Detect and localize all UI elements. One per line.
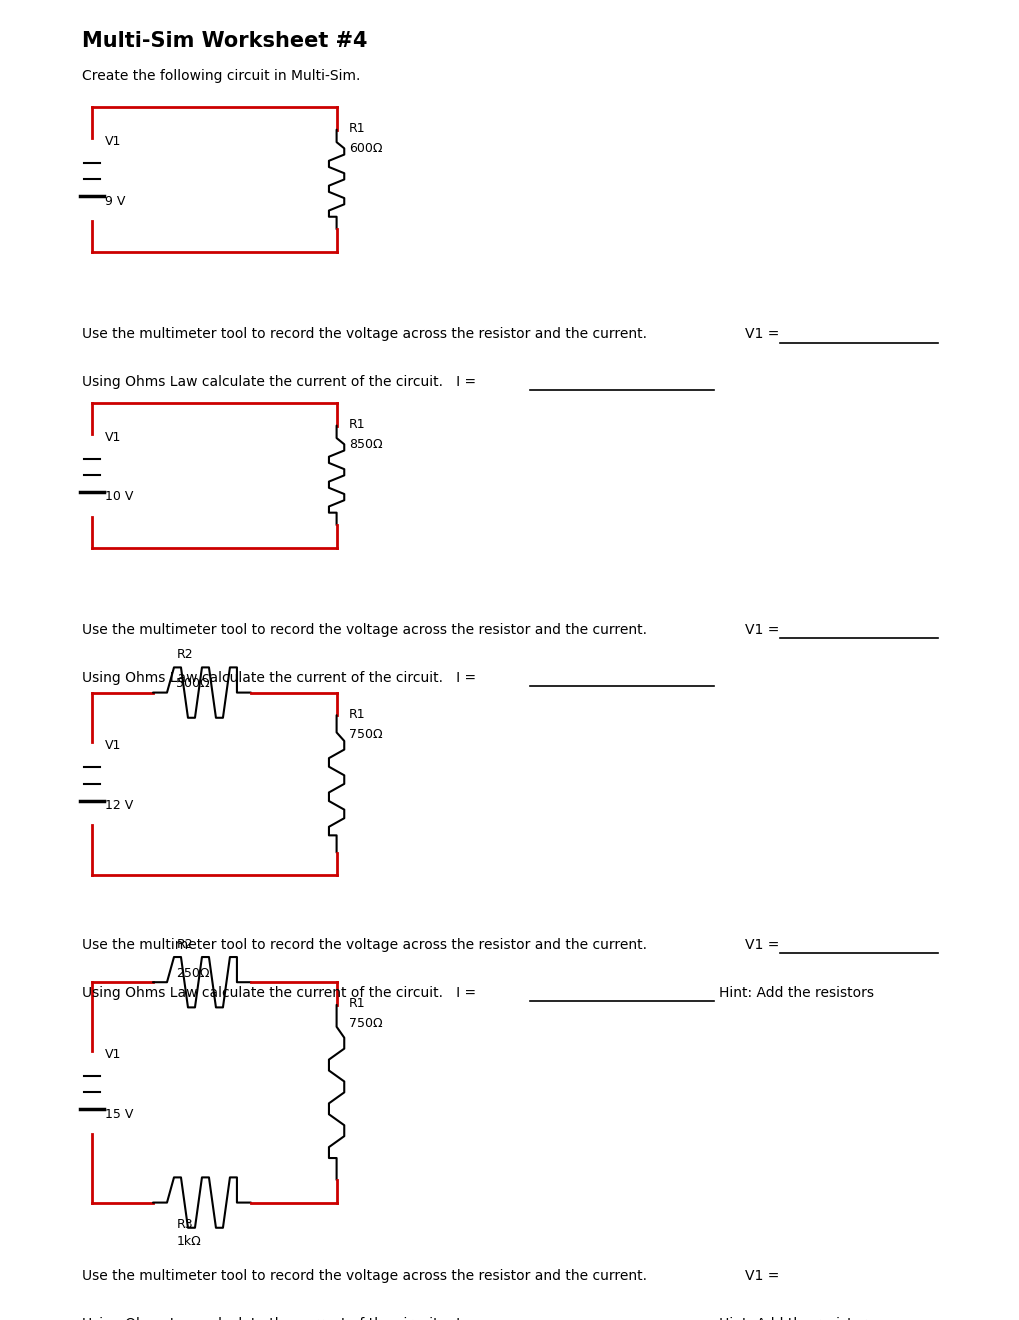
Text: 850Ω: 850Ω: [348, 438, 382, 451]
Text: V1: V1: [105, 135, 121, 148]
Text: V1 =: V1 =: [744, 623, 779, 638]
Text: Use the multimeter tool to record the voltage across the resistor and the curren: Use the multimeter tool to record the vo…: [82, 327, 646, 342]
Text: V1: V1: [105, 739, 121, 752]
Text: Multi-Sim Worksheet #4: Multi-Sim Worksheet #4: [82, 32, 367, 51]
Text: V1 =: V1 =: [744, 939, 779, 952]
Text: 15 V: 15 V: [105, 1107, 133, 1121]
Text: R1: R1: [348, 708, 365, 721]
Text: Using Ohms Law calculate the current of the circuit.   I =: Using Ohms Law calculate the current of …: [82, 671, 475, 685]
Text: Using Ohms Law calculate the current of the circuit.   I =: Using Ohms Law calculate the current of …: [82, 375, 475, 389]
Text: Create the following circuit in Multi-Sim.: Create the following circuit in Multi-Si…: [82, 69, 360, 83]
Text: 600Ω: 600Ω: [348, 143, 382, 156]
Text: R3: R3: [176, 1217, 193, 1230]
Text: 10 V: 10 V: [105, 491, 133, 503]
Text: Using Ohms Law calculate the current of the circuit.   I =: Using Ohms Law calculate the current of …: [82, 1317, 475, 1320]
Text: Use the multimeter tool to record the voltage across the resistor and the curren: Use the multimeter tool to record the vo…: [82, 939, 646, 952]
Text: R1: R1: [348, 998, 365, 1010]
Text: 500Ω: 500Ω: [176, 677, 210, 690]
Text: 250Ω: 250Ω: [176, 968, 210, 981]
Text: 1kΩ: 1kΩ: [176, 1236, 201, 1249]
Text: V1 =: V1 =: [744, 327, 779, 342]
Text: Hint: Add the resistors: Hint: Add the resistors: [718, 1317, 873, 1320]
Text: 750Ω: 750Ω: [348, 1018, 382, 1031]
Text: R2: R2: [176, 648, 193, 661]
Text: V1: V1: [105, 1048, 121, 1061]
Text: R1: R1: [348, 418, 365, 432]
Text: V1: V1: [105, 430, 121, 444]
Text: R2: R2: [176, 937, 193, 950]
Text: 9 V: 9 V: [105, 194, 125, 207]
Text: Hint: Add the resistors: Hint: Add the resistors: [718, 986, 873, 1001]
Text: 750Ω: 750Ω: [348, 727, 382, 741]
Text: Use the multimeter tool to record the voltage across the resistor and the curren: Use the multimeter tool to record the vo…: [82, 1270, 646, 1283]
Text: Use the multimeter tool to record the voltage across the resistor and the curren: Use the multimeter tool to record the vo…: [82, 623, 646, 638]
Text: Using Ohms Law calculate the current of the circuit.   I =: Using Ohms Law calculate the current of …: [82, 986, 475, 1001]
Text: 12 V: 12 V: [105, 799, 133, 812]
Text: V1 =: V1 =: [744, 1270, 779, 1283]
Text: R1: R1: [348, 123, 365, 135]
